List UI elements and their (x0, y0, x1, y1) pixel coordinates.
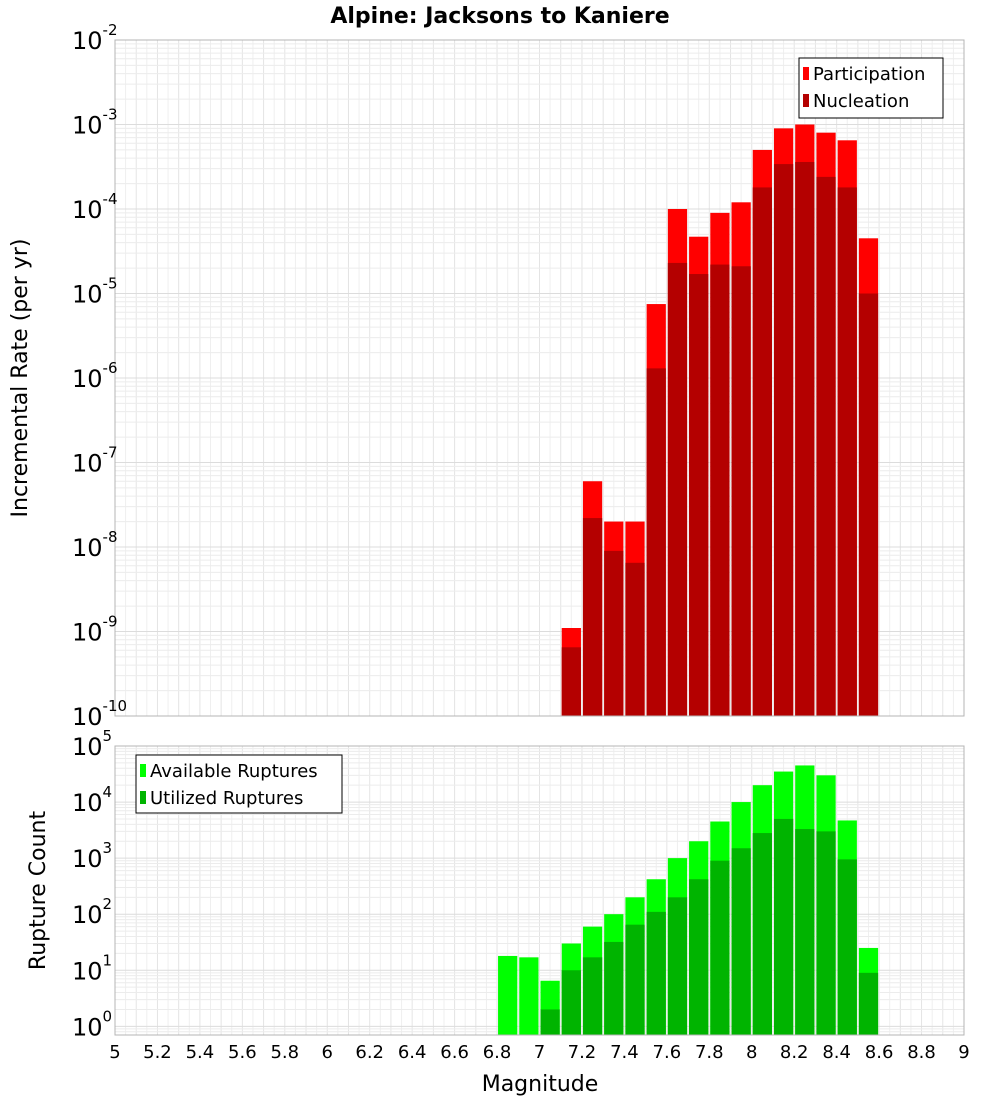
x-tick-label: 5.4 (186, 1042, 215, 1063)
x-axis-ticks: 5 5.2 5.4 5.6 5.8 6 6.2 6.4 6.6 6.8 7 7.2 7.4 7.6 7.8 8… (109, 1042, 969, 1063)
top-y-axis-label: Incremental Rate (per yr) (8, 239, 33, 518)
top-bar-series2 (837, 187, 857, 717)
top-bar-series2 (646, 368, 666, 716)
x-tick-label: 6 (322, 1042, 333, 1063)
top-legend-swatch (803, 67, 809, 80)
top-y-tick-label: 10-3 (72, 106, 118, 140)
bottom-bar-series2 (689, 879, 709, 1035)
chart-title: Alpine: Jacksons to Kaniere (330, 4, 669, 29)
bottom-bar-series2 (540, 1009, 560, 1035)
bottom-bar-series2 (646, 911, 666, 1035)
x-tick-label: 8 (746, 1042, 757, 1063)
x-tick-label: 8.4 (822, 1042, 851, 1063)
x-tick-label: 7.6 (653, 1042, 682, 1063)
x-tick-label: 9 (958, 1042, 969, 1063)
bottom-bar-series1 (498, 955, 518, 1035)
x-tick-label: 6.6 (440, 1042, 469, 1063)
bottom-bar-series1 (519, 957, 539, 1035)
bottom-y-tick-label: 103 (72, 839, 112, 873)
bottom-bar-series2 (604, 941, 624, 1035)
x-tick-label: 5.2 (143, 1042, 172, 1063)
top-y-tick-label: 10-6 (72, 359, 118, 393)
bottom-bar-series2 (731, 848, 751, 1035)
bottom-y-tick-label: 100 (72, 1007, 112, 1041)
top-y-tick-label: 10-5 (72, 275, 118, 309)
x-tick-label: 7.8 (695, 1042, 724, 1063)
x-tick-label: 7.2 (568, 1042, 597, 1063)
top-legend-label: Nucleation (813, 91, 909, 112)
bottom-bar-series2 (773, 818, 794, 1035)
top-y-tick-label: 10-4 (72, 190, 118, 224)
bottom-legend-swatch (140, 791, 146, 804)
top-legend-box (798, 57, 944, 119)
top-bar-series2 (667, 262, 688, 716)
top-bar-series2 (795, 161, 815, 716)
top-y-tick-label: 10-10 (72, 697, 127, 731)
top-bar-series2 (710, 264, 730, 716)
x-tick-label: 6.4 (398, 1042, 427, 1063)
top-bar-series2 (561, 647, 581, 716)
x-tick-label: 5 (109, 1042, 120, 1063)
bottom-y-tick-label: 101 (72, 951, 112, 985)
top-y-tick-label: 10-9 (72, 613, 118, 647)
top-bar-series2 (858, 293, 879, 716)
bottom-bar-series2 (582, 957, 603, 1035)
top-bar-series2 (752, 187, 772, 717)
bottom-bar-series2 (837, 859, 857, 1035)
top-plot-border (114, 39, 965, 717)
top-legend-label: Participation (813, 64, 925, 85)
bottom-plot-border (114, 745, 965, 1036)
bottom-y-axis-label: Rupture Count (26, 811, 51, 971)
bottom-bar-series2 (752, 833, 772, 1035)
bottom-y-tick-label: 102 (72, 895, 112, 929)
x-tick-label: 8.2 (780, 1042, 809, 1063)
bottom-bar-series2 (625, 924, 645, 1035)
bottom-legend-box (135, 754, 343, 814)
top-bar-series2 (731, 266, 751, 716)
bottom-legend-label: Available Ruptures (150, 761, 318, 782)
x-tick-label: 7 (534, 1042, 545, 1063)
top-legend-swatch (803, 94, 809, 107)
bottom-bar-series2 (710, 860, 730, 1035)
top-bar-series2 (816, 176, 836, 717)
top-y-tick-label: 10-7 (72, 444, 118, 478)
x-axis-label: Magnitude (482, 1072, 599, 1097)
top-bar-series2 (773, 164, 794, 716)
top-y-tick-label: 10-8 (72, 528, 118, 562)
bottom-bar-series2 (561, 970, 581, 1035)
bottom-bar-series2 (816, 831, 836, 1035)
x-tick-label: 6.2 (355, 1042, 384, 1063)
bottom-bar-series2 (667, 897, 688, 1035)
top-bar-series2 (582, 518, 603, 716)
top-legend: Participation Nucleation (798, 57, 944, 119)
bottom-legend-label: Utilized Ruptures (150, 788, 303, 809)
bottom-plot-panel: 100 101 102 103 104 105 Rupture Count Available… (26, 727, 970, 1063)
bottom-legend-swatch (140, 764, 146, 777)
x-tick-label: 8.6 (865, 1042, 894, 1063)
top-bar-series2 (604, 550, 624, 716)
bottom-legend: Available Ruptures Utilized Ruptures (135, 754, 343, 814)
bottom-y-tick-label: 104 (72, 783, 112, 817)
top-plot-panel: 10-10 10-9 10-8 10-7 10-6 10-5 10-4 10-3 10-2 Inc… (8, 21, 965, 731)
top-bar-series2 (689, 274, 709, 716)
x-tick-label: 6.8 (483, 1042, 512, 1063)
top-y-tick-label: 10-2 (72, 21, 118, 55)
x-tick-label: 5.6 (228, 1042, 257, 1063)
x-tick-label: 5.8 (270, 1042, 299, 1063)
top-bar-series2 (625, 562, 645, 716)
x-tick-label: 7.4 (610, 1042, 639, 1063)
bottom-y-tick-label: 105 (72, 727, 112, 761)
bottom-bar-series2 (795, 829, 815, 1035)
bottom-bar-series2 (858, 972, 879, 1035)
x-tick-label: 8.8 (907, 1042, 936, 1063)
